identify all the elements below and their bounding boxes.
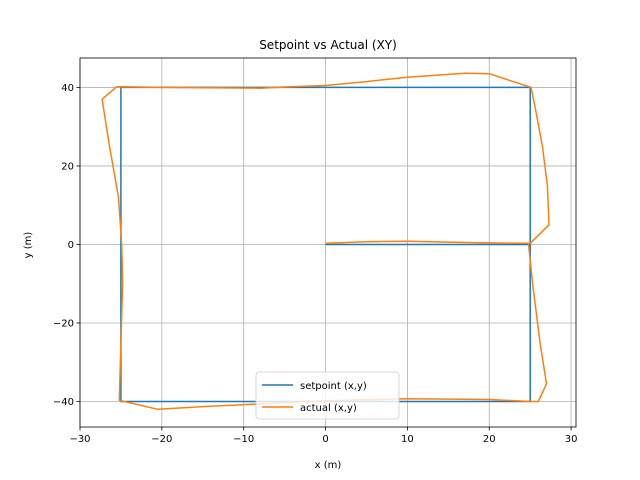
series-layer [101, 72, 550, 411]
x-tick-label: 20 [483, 434, 496, 445]
y-tick-label: 20 [61, 161, 74, 172]
y-axis-label: y (m) [23, 232, 34, 259]
legend-label-setpoint: setpoint (x,y) [300, 381, 367, 392]
x-tick-label: −10 [233, 434, 254, 445]
series-line-1 [101, 72, 550, 411]
y-tick-label: 0 [68, 240, 74, 251]
legend-label-actual: actual (x,y) [300, 403, 357, 414]
x-tick-label: 10 [401, 434, 414, 445]
ticks: −30 −20 −10 0 10 20 30 −40 −20 0 20 40 [53, 83, 578, 445]
x-tick-label: 30 [565, 434, 578, 445]
y-tick-label: 40 [61, 83, 74, 94]
x-tick-label: 0 [322, 434, 328, 445]
chart-title: Setpoint vs Actual (XY) [259, 38, 397, 52]
x-tick-label: −20 [151, 434, 172, 445]
y-tick-label: −40 [53, 397, 74, 408]
legend: setpoint (x,y) actual (x,y) [255, 371, 400, 420]
x-tick-label: −30 [69, 434, 90, 445]
y-tick-label: −20 [53, 318, 74, 329]
plot-frame [79, 57, 577, 428]
x-axis-label: x (m) [315, 460, 342, 471]
